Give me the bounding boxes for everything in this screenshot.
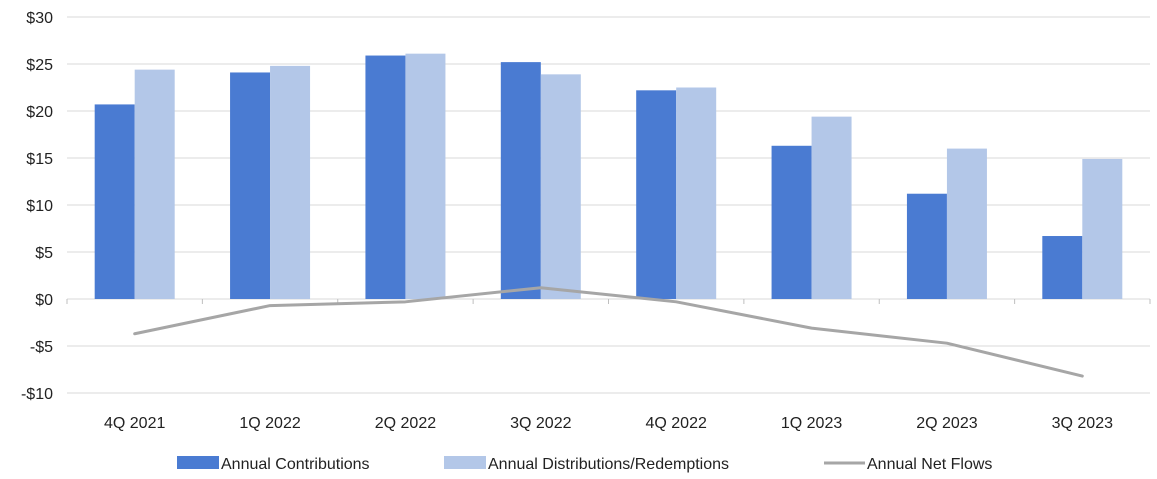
y-axis-ticks: $30 $25 $20 $15 $10 $5 $0 -$5 -$10 [21, 10, 53, 403]
bar-annual-contributions [636, 90, 676, 299]
bar-annual-distributions [1082, 159, 1122, 299]
bar-annual-distributions [676, 88, 716, 300]
y-tick-label: $20 [26, 104, 53, 121]
x-tick-label: 3Q 2022 [510, 415, 571, 432]
y-tick-label: $0 [35, 292, 53, 309]
legend: Annual Contributions Annual Distributions… [177, 456, 992, 473]
legend-label: Annual Net Flows [867, 456, 992, 473]
bar-annual-contributions [230, 72, 270, 299]
y-tick-label: -$5 [30, 339, 53, 356]
x-tick-label: 4Q 2022 [645, 415, 706, 432]
legend-label: Annual Contributions [221, 456, 370, 473]
y-tick-label: $15 [26, 151, 53, 168]
bars [95, 54, 1123, 299]
bar-annual-contributions [501, 62, 541, 299]
x-tick-label: 4Q 2021 [104, 415, 165, 432]
x-tick-label: 2Q 2023 [916, 415, 977, 432]
y-tick-label: $5 [35, 245, 53, 262]
y-tick-label: $25 [26, 57, 53, 74]
bar-annual-distributions [270, 66, 310, 299]
bar-annual-contributions [907, 194, 947, 299]
grid-lines [67, 17, 1150, 393]
bar-annual-contributions [772, 146, 812, 299]
y-tick-label: -$10 [21, 386, 53, 403]
x-tick-label: 3Q 2023 [1052, 415, 1113, 432]
bar-annual-distributions [947, 149, 987, 299]
y-tick-label: $10 [26, 198, 53, 215]
x-tick-label: 1Q 2022 [239, 415, 300, 432]
bar-annual-contributions [1042, 236, 1082, 299]
bar-annual-distributions [405, 54, 445, 299]
legend-swatch [444, 456, 486, 469]
bar-annual-distributions [135, 70, 175, 299]
bar-annual-distributions [541, 74, 581, 299]
legend-label: Annual Distributions/Redemptions [488, 456, 729, 473]
x-tick-label: 1Q 2023 [781, 415, 842, 432]
bar-annual-distributions [812, 117, 852, 299]
legend-swatch [177, 456, 219, 469]
x-axis-ticks: 4Q 2021 1Q 2022 2Q 2022 3Q 2022 4Q 2022 1Q 20… [104, 415, 1113, 432]
bar-annual-contributions [365, 56, 405, 299]
bar-annual-contributions [95, 104, 135, 299]
y-tick-label: $30 [26, 10, 53, 27]
x-tick-label: 2Q 2022 [375, 415, 436, 432]
